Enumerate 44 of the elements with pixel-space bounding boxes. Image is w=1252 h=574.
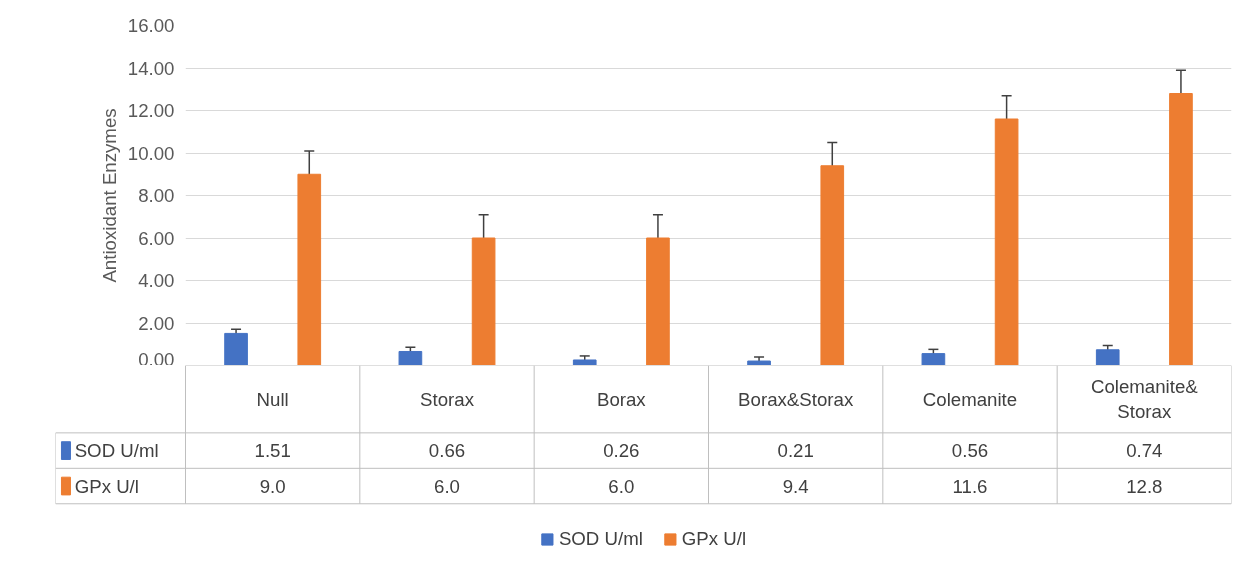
bar bbox=[224, 332, 248, 365]
y-tick-label: 8.00 bbox=[138, 185, 175, 206]
bar bbox=[747, 360, 771, 365]
data-label: 6.0 bbox=[434, 475, 460, 497]
data-label: 0.74 bbox=[1126, 440, 1163, 462]
text: GPx U/l bbox=[74, 475, 139, 497]
y-axis-title: Antioxidant Enzymes bbox=[98, 108, 120, 283]
bar bbox=[646, 237, 670, 365]
y-tick-label: 10.00 bbox=[127, 142, 175, 164]
x-tick-label: Storax bbox=[420, 388, 475, 410]
bar bbox=[994, 118, 1019, 365]
bar bbox=[471, 237, 496, 365]
bar bbox=[572, 359, 597, 365]
x-tick-label: Null bbox=[256, 388, 289, 410]
x-tick-label: Colemanite&Storax bbox=[1090, 376, 1199, 423]
bar bbox=[820, 165, 845, 365]
bar bbox=[1095, 349, 1120, 365]
y-tick-label: 14.00 bbox=[127, 57, 175, 79]
data-label: 0.66 bbox=[428, 440, 466, 462]
text: SOD U/ml bbox=[558, 528, 643, 549]
data-label: 9.4 bbox=[782, 475, 809, 497]
y-tick-label: 4.00 bbox=[138, 270, 175, 291]
data-label: 0.56 bbox=[951, 440, 989, 462]
y-tick-label: 12.00 bbox=[127, 100, 175, 121]
y-tick-label: 0.00 bbox=[138, 348, 175, 370]
legend-label: GPx U/l bbox=[681, 528, 747, 550]
x-tick-label: Borax&Storax bbox=[738, 388, 854, 410]
data-label: 12.8 bbox=[1126, 475, 1163, 497]
bar bbox=[921, 353, 946, 365]
y-tick-label: 2.00 bbox=[138, 312, 175, 334]
y-tick-label: 16.00 bbox=[127, 15, 175, 36]
x-tick-label: Colemanite bbox=[922, 388, 1018, 410]
data-label: 9.0 bbox=[259, 475, 286, 497]
x-tick-label: Borax bbox=[596, 388, 647, 410]
bar bbox=[1169, 93, 1193, 365]
data-label: 0.26 bbox=[603, 440, 640, 462]
data-label: 1.51 bbox=[254, 440, 291, 462]
y-tick-label: 6.00 bbox=[138, 227, 175, 249]
bar bbox=[297, 173, 322, 365]
bar bbox=[398, 350, 423, 365]
data-label: 11.6 bbox=[952, 475, 988, 497]
legend-label: SOD U/ml bbox=[74, 440, 159, 462]
data-label: 0.21 bbox=[777, 440, 814, 462]
data-label: 6.0 bbox=[608, 475, 635, 497]
